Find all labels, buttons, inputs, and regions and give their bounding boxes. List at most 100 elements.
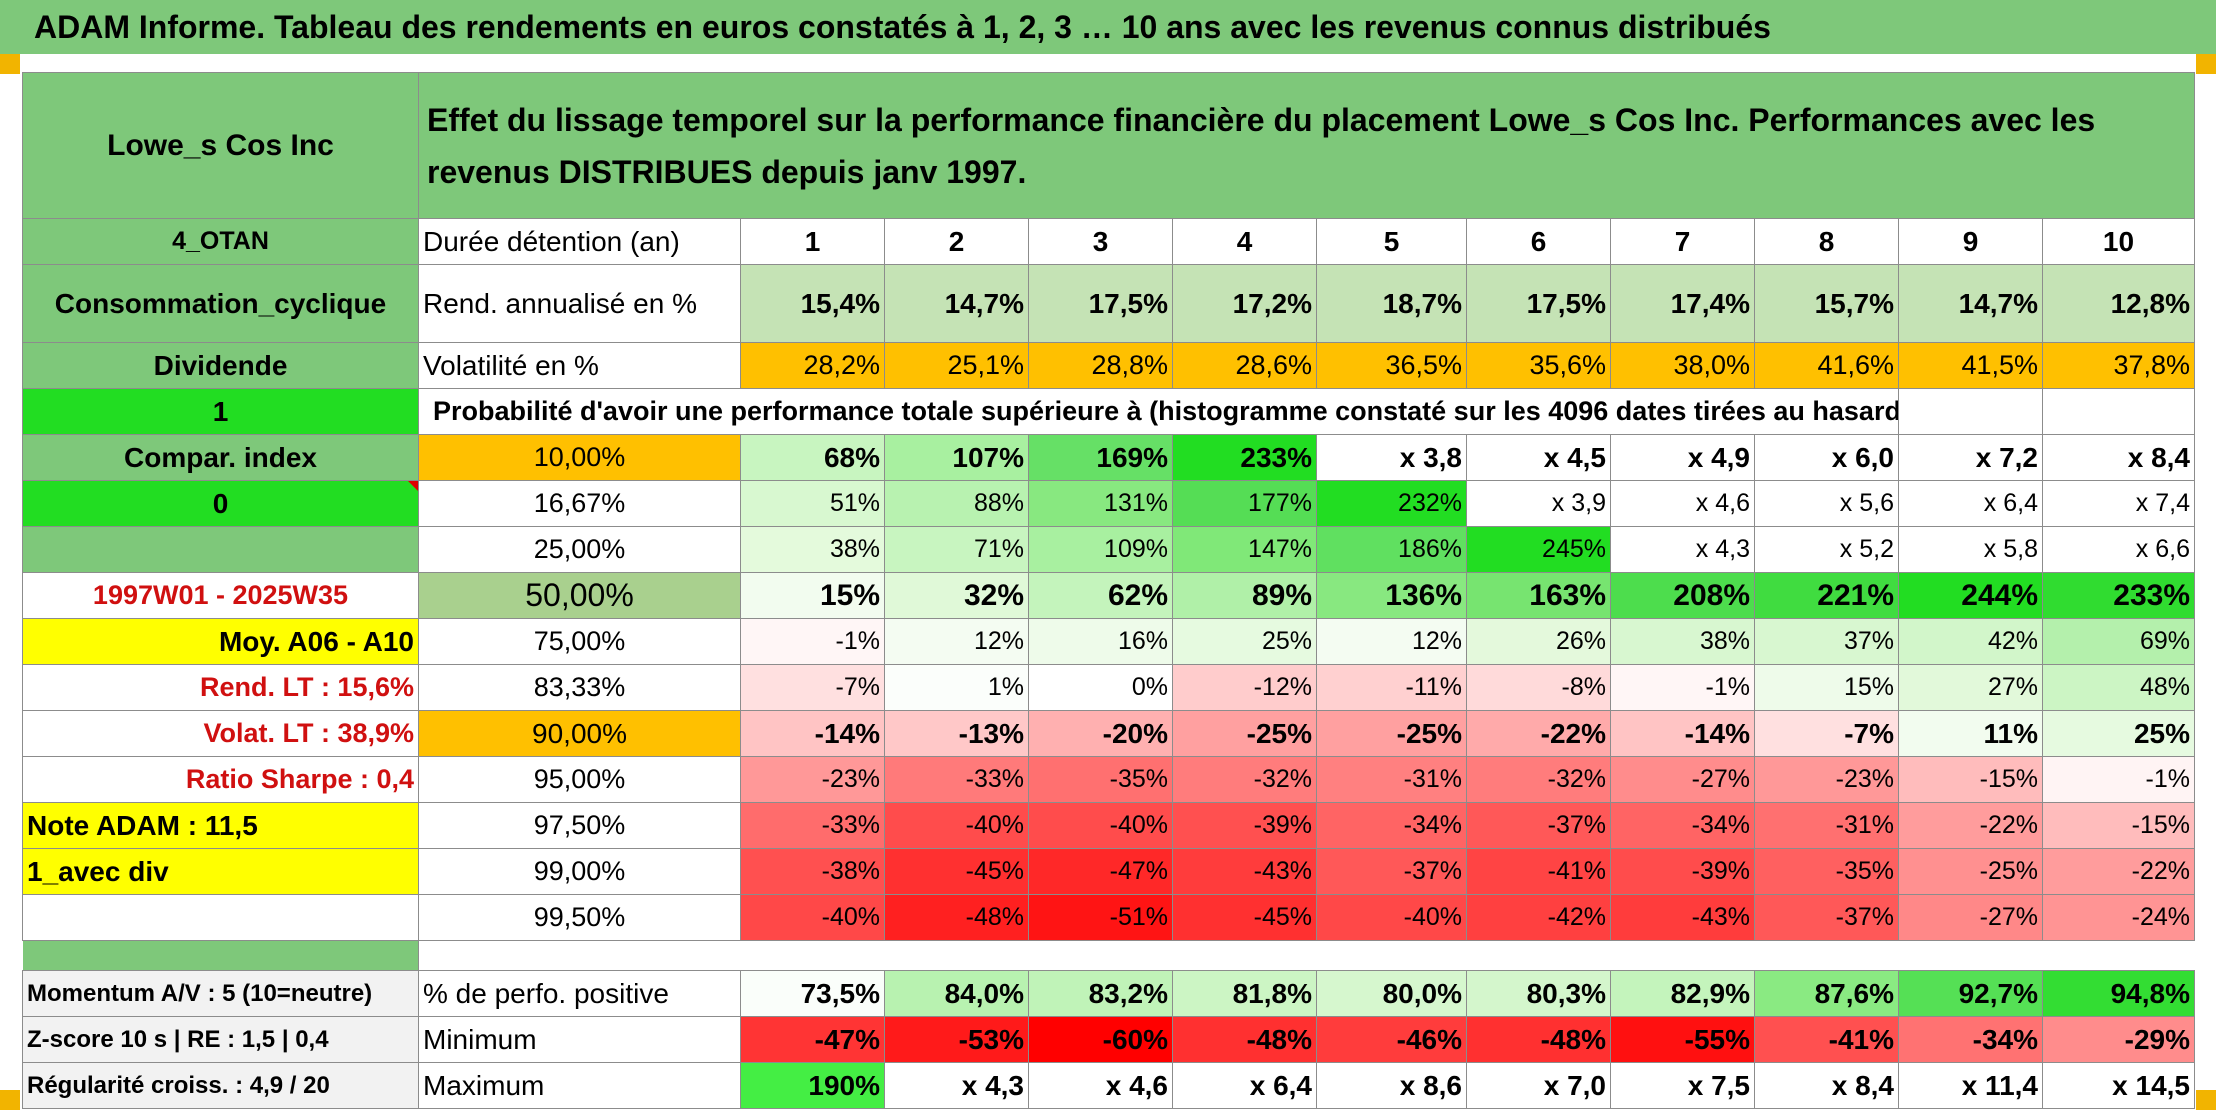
prob-pct: 90,00%: [418, 710, 741, 757]
vol-label: Volatilité en %: [418, 342, 741, 389]
prob-cell: x 4,5: [1466, 434, 1611, 481]
positive-cell: 94,8%: [2042, 970, 2195, 1017]
positive-cell: 73,5%: [740, 970, 885, 1017]
prob-cell: 27%: [1898, 664, 2043, 711]
prob-cell: x 7,4: [2042, 480, 2195, 527]
prob-row-95: Ratio Sharpe : 0,4 95,00% -23% -33% -35%…: [22, 756, 2195, 803]
prob-pct: 97,50%: [418, 802, 741, 849]
report-title: ADAM Informe. Tableau des rendements en …: [0, 0, 2216, 54]
rend-value: 17,2%: [1172, 264, 1317, 343]
minimum-cell: -55%: [1610, 1016, 1755, 1063]
prob-cell: -7%: [1754, 710, 1899, 757]
prob-cell: -14%: [1610, 710, 1755, 757]
maximum-cell: x 7,0: [1466, 1062, 1611, 1109]
prob-cell: 233%: [2042, 572, 2195, 619]
minimum-row: Z-score 10 s | RE : 1,5 | 0,4 Minimum -4…: [22, 1016, 2195, 1063]
prob-cell: -31%: [1316, 756, 1467, 803]
rend-value: 17,5%: [1466, 264, 1611, 343]
prob-cell: 62%: [1028, 572, 1173, 619]
compar-index-label: Compar. index: [22, 434, 419, 481]
prob-cell: -27%: [1610, 756, 1755, 803]
prob-cell: -23%: [1754, 756, 1899, 803]
prob-cell: -22%: [2042, 848, 2195, 895]
positive-row: Momentum A/V : 5 (10=neutre) % de perfo.…: [22, 970, 2195, 1017]
prob-pct: 25,00%: [418, 526, 741, 573]
vol-value: 28,8%: [1028, 342, 1173, 389]
prob-cell: -33%: [884, 756, 1029, 803]
prob-cell: 233%: [1172, 434, 1317, 481]
performance-table: Lowe_s Cos Inc Effet du lissage temporel…: [22, 72, 2195, 1109]
prob-cell: -32%: [1172, 756, 1317, 803]
prob-pct: 75,00%: [418, 618, 741, 665]
prob-cell: -25%: [1172, 710, 1317, 757]
rend-lt: Rend. LT : 15,6%: [22, 664, 419, 711]
maximum-row: Régularité croiss. : 4,9 / 20 Maximum 19…: [22, 1062, 2195, 1109]
prob-cell: 245%: [1466, 526, 1611, 573]
rend-value: 14,7%: [884, 264, 1029, 343]
volat-lt: Volat. LT : 38,9%: [22, 710, 419, 757]
minimum-cell: -41%: [1754, 1016, 1899, 1063]
prob-cell: -40%: [1028, 802, 1173, 849]
minimum-cell: -53%: [884, 1016, 1029, 1063]
prob-cell: 26%: [1466, 618, 1611, 665]
vol-value: 28,2%: [740, 342, 885, 389]
prob-cell: x 4,3: [1610, 526, 1755, 573]
prob-cell: -15%: [1898, 756, 2043, 803]
spacer-green: [22, 940, 419, 971]
prob-cell: 68%: [740, 434, 885, 481]
prob-row-83: Rend. LT : 15,6% 83,33% -7% 1% 0% -12% -…: [22, 664, 2195, 711]
rend-value: 12,8%: [2042, 264, 2195, 343]
prob-cell: -48%: [884, 894, 1029, 941]
year-header-3: 3: [1028, 218, 1173, 265]
prob-cell: -1%: [740, 618, 885, 665]
maximum-cell: 190%: [740, 1062, 885, 1109]
group-label: 4_OTAN: [22, 218, 419, 265]
dividend-label: Dividende: [22, 342, 419, 389]
prob-cell: -1%: [2042, 756, 2195, 803]
prob-cell: -7%: [740, 664, 885, 711]
prob-cell: x 5,8: [1898, 526, 2043, 573]
prob-row-75: Moy. A06 - A10 75,00% -1% 12% 16% 25% 12…: [22, 618, 2195, 665]
prob-cell: -22%: [1466, 710, 1611, 757]
prob-cell: x 4,6: [1610, 480, 1755, 527]
prob-pct: 95,00%: [418, 756, 741, 803]
prob-cell: 131%: [1028, 480, 1173, 527]
prob-cell: -43%: [1610, 894, 1755, 941]
maximum-cell: x 7,5: [1610, 1062, 1755, 1109]
prob-cell: -1%: [1610, 664, 1755, 711]
prob-cell: -15%: [2042, 802, 2195, 849]
prob-cell: x 8,4: [2042, 434, 2195, 481]
empty-cell: [22, 894, 419, 941]
prob-cell: -13%: [884, 710, 1029, 757]
prob-cell: -25%: [1898, 848, 2043, 895]
rend-value: 14,7%: [1898, 264, 2043, 343]
empty-green-cell: [22, 526, 419, 573]
prob-cell: -39%: [1610, 848, 1755, 895]
prob-cell: -39%: [1172, 802, 1317, 849]
prob-cell: -12%: [1172, 664, 1317, 711]
vol-value: 41,6%: [1754, 342, 1899, 389]
corner-mark-right: [2196, 54, 2216, 74]
prob-cell: 12%: [1316, 618, 1467, 665]
prob-cell: 147%: [1172, 526, 1317, 573]
regularite-label: Régularité croiss. : 4,9 / 20: [22, 1062, 419, 1109]
prob-cell: x 5,2: [1754, 526, 1899, 573]
vol-value: 25,1%: [884, 342, 1029, 389]
prob-cell: x 4,9: [1610, 434, 1755, 481]
prob-cell: -47%: [1028, 848, 1173, 895]
prob-cell: x 7,2: [1898, 434, 2043, 481]
dividend-value: 1: [22, 388, 419, 435]
positive-cell: 92,7%: [1898, 970, 2043, 1017]
prob-cell: x 3,9: [1466, 480, 1611, 527]
duree-label: Durée détention (an): [418, 218, 741, 265]
prob-cell: 163%: [1466, 572, 1611, 619]
prob-row-99: 1_avec div 99,00% -38% -45% -47% -43% -3…: [22, 848, 2195, 895]
prob-cell: 48%: [2042, 664, 2195, 711]
prob-cell: -25%: [1316, 710, 1467, 757]
prob-cell: -33%: [740, 802, 885, 849]
corner-mark-bottom-left: [0, 1090, 20, 1110]
corner-mark-bottom-right: [2196, 1090, 2216, 1110]
prob-cell: 12%: [884, 618, 1029, 665]
prob-cell: -37%: [1466, 802, 1611, 849]
minimum-cell: -46%: [1316, 1016, 1467, 1063]
